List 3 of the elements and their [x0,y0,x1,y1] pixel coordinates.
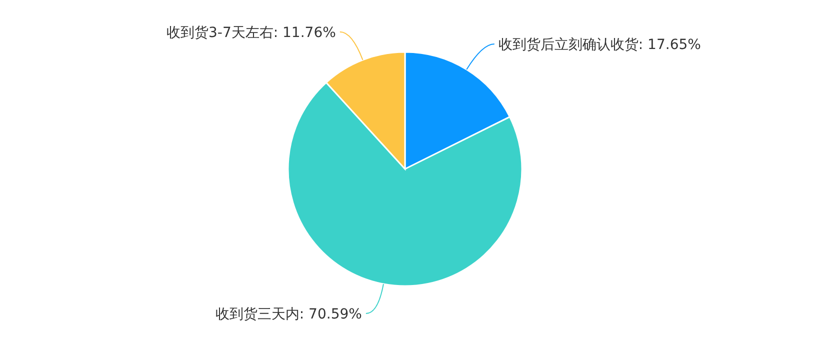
slice-label: 收到货3-7天左右: 11.76% [166,24,336,41]
slice-label: 收到货三天内: 70.59% [215,306,362,322]
slice-label: 收到货后立刻确认收货: 17.65% [498,37,701,54]
